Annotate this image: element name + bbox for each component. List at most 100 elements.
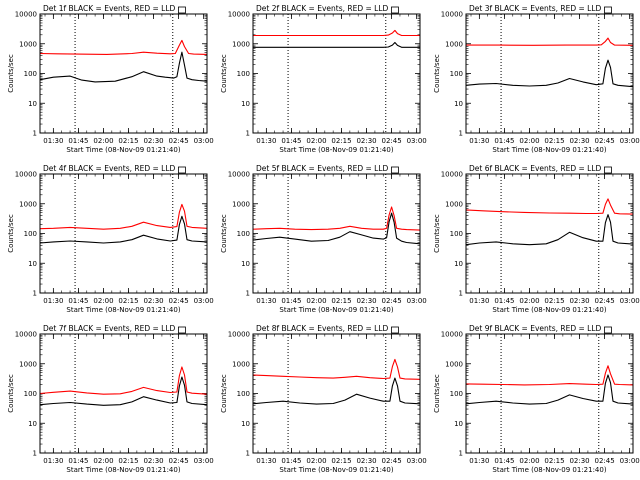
y-tick-label: 10 [241, 260, 250, 268]
plot-frame [252, 13, 421, 134]
x-tick-label: 02:15 [544, 457, 564, 465]
chart-title: Det 8f BLACK = Events, RED = LLD [256, 324, 389, 333]
x-tick-label: 02:00 [519, 297, 539, 305]
x-tick-label: 03:00 [194, 457, 214, 465]
x-tick-label: 02:00 [93, 137, 113, 145]
y-tick-label: 10 [28, 260, 37, 268]
x-axis-label: Start Time (08-Nov-09 01:21:40) [279, 306, 393, 314]
series-line-events [39, 376, 208, 406]
y-tick-label: 100 [24, 390, 37, 398]
x-tick-label: 02:00 [306, 457, 326, 465]
x-tick-label: 02:45 [595, 297, 615, 305]
series-line-lld [466, 37, 634, 46]
y-tick-label: 10000 [228, 331, 250, 339]
chart-title: Det 4f BLACK = Events, RED = LLD [43, 164, 176, 173]
x-tick-label: 01:45 [494, 297, 514, 305]
series-line-events [465, 59, 634, 88]
chart-panel-1: Det 1f BLACK = Events, RED = LLD 1 10 100 10… [7, 4, 214, 154]
series-line-events [252, 212, 421, 245]
y-axis-label: Counts/sec [433, 214, 441, 253]
series-line-lld [252, 358, 421, 380]
y-tick-label: 10000 [228, 11, 250, 19]
series-line-events [252, 377, 421, 405]
x-tick-label: 02:15 [331, 297, 351, 305]
y-tick-label: 10000 [441, 331, 463, 339]
x-tick-label: 02:00 [306, 137, 326, 145]
plot-frame [39, 13, 208, 134]
y-tick-label: 10000 [15, 171, 37, 179]
x-tick-label: 01:30 [256, 457, 276, 465]
x-tick-label: 03:00 [407, 457, 427, 465]
interval-marker-box [178, 166, 186, 174]
x-tick-label: 02:30 [356, 297, 376, 305]
x-tick-label: 02:15 [118, 297, 138, 305]
x-tick-label: 02:30 [569, 457, 589, 465]
x-tick-label: 01:45 [494, 137, 514, 145]
y-tick-label: 1000 [19, 360, 37, 368]
y-axis-label: Counts/sec [7, 374, 15, 413]
x-tick-label: 02:00 [306, 297, 326, 305]
chart-title: Det 6f BLACK = Events, RED = LLD [469, 164, 602, 173]
y-tick-label: 1 [246, 130, 250, 138]
y-axis-label: Counts/sec [433, 54, 441, 93]
series-line-lld [39, 203, 208, 230]
x-tick-label: 02:15 [544, 297, 564, 305]
series-line-events [253, 41, 420, 48]
x-tick-label: 02:45 [382, 137, 402, 145]
x-tick-label: 03:00 [407, 137, 427, 145]
chart-title: Det 2f BLACK = Events, RED = LLD [256, 4, 389, 13]
x-tick-label: 02:45 [595, 457, 615, 465]
x-tick-label: 02:15 [118, 137, 138, 145]
plot-frame [465, 173, 634, 294]
x-axis-label: Start Time (08-Nov-09 01:21:40) [492, 466, 606, 474]
x-axis-label: Start Time (08-Nov-09 01:21:40) [66, 146, 180, 154]
y-tick-label: 100 [237, 70, 250, 78]
y-tick-label: 1000 [232, 200, 250, 208]
chart-panel-3: Det 3f BLACK = Events, RED = LLD 1 10 100 10… [433, 4, 640, 154]
series-line-events [39, 215, 208, 244]
y-tick-label: 1 [33, 130, 37, 138]
x-tick-label: 02:30 [356, 457, 376, 465]
y-tick-label: 10000 [441, 11, 463, 19]
y-tick-label: 100 [450, 390, 463, 398]
interval-marker-box [391, 6, 399, 14]
x-tick-label: 01:45 [494, 457, 514, 465]
y-axis-label: Counts/sec [7, 54, 15, 93]
x-axis-label: Start Time (08-Nov-09 01:21:40) [66, 466, 180, 474]
y-tick-label: 1000 [232, 360, 250, 368]
x-tick-label: 03:00 [620, 137, 640, 145]
y-tick-label: 1000 [445, 360, 463, 368]
x-tick-label: 02:45 [169, 137, 189, 145]
y-tick-label: 10 [241, 100, 250, 108]
plot-frame [252, 333, 421, 454]
x-tick-label: 02:30 [356, 137, 376, 145]
x-tick-label: 01:30 [256, 137, 276, 145]
y-tick-label: 100 [450, 70, 463, 78]
y-tick-label: 100 [237, 230, 250, 238]
series-line-events [465, 374, 634, 405]
chart-panel-7: Det 7f BLACK = Events, RED = LLD 1 10 100 10… [7, 324, 214, 474]
x-tick-label: 01:30 [43, 457, 63, 465]
y-axis-label: Counts/sec [433, 374, 441, 413]
x-axis-label: Start Time (08-Nov-09 01:21:40) [492, 146, 606, 154]
y-tick-label: 1 [33, 290, 37, 298]
y-tick-label: 10000 [228, 171, 250, 179]
y-tick-label: 1000 [19, 200, 37, 208]
y-tick-label: 1000 [19, 40, 37, 48]
y-tick-label: 1000 [445, 200, 463, 208]
y-tick-label: 1 [459, 290, 463, 298]
series-line-lld [39, 39, 208, 55]
x-axis-label: Start Time (08-Nov-09 01:21:40) [279, 146, 393, 154]
x-tick-label: 02:00 [519, 457, 539, 465]
interval-marker-box [604, 166, 612, 174]
interval-marker-box [604, 326, 612, 334]
chart-title: Det 7f BLACK = Events, RED = LLD [43, 324, 176, 333]
y-tick-label: 1 [459, 450, 463, 458]
x-tick-label: 02:00 [519, 137, 539, 145]
interval-marker-box [178, 326, 186, 334]
x-tick-label: 02:45 [169, 457, 189, 465]
y-tick-label: 10 [454, 260, 463, 268]
x-tick-label: 02:30 [143, 297, 163, 305]
x-tick-label: 01:45 [68, 457, 88, 465]
